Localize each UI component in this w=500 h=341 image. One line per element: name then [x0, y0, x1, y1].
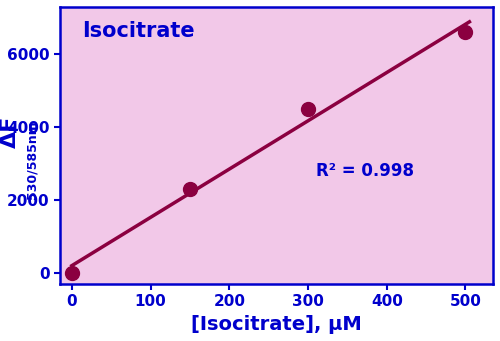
Text: Isocitrate: Isocitrate	[82, 21, 194, 41]
Text: ΔF: ΔF	[0, 116, 20, 148]
Point	[462, 30, 469, 35]
X-axis label: [Isocitrate], μM: [Isocitrate], μM	[191, 315, 362, 334]
Text: R² = 0.998: R² = 0.998	[316, 162, 414, 180]
Point	[68, 270, 76, 276]
Text: 530/585nm: 530/585nm	[26, 120, 39, 199]
Point	[304, 106, 312, 112]
Point	[186, 187, 194, 192]
